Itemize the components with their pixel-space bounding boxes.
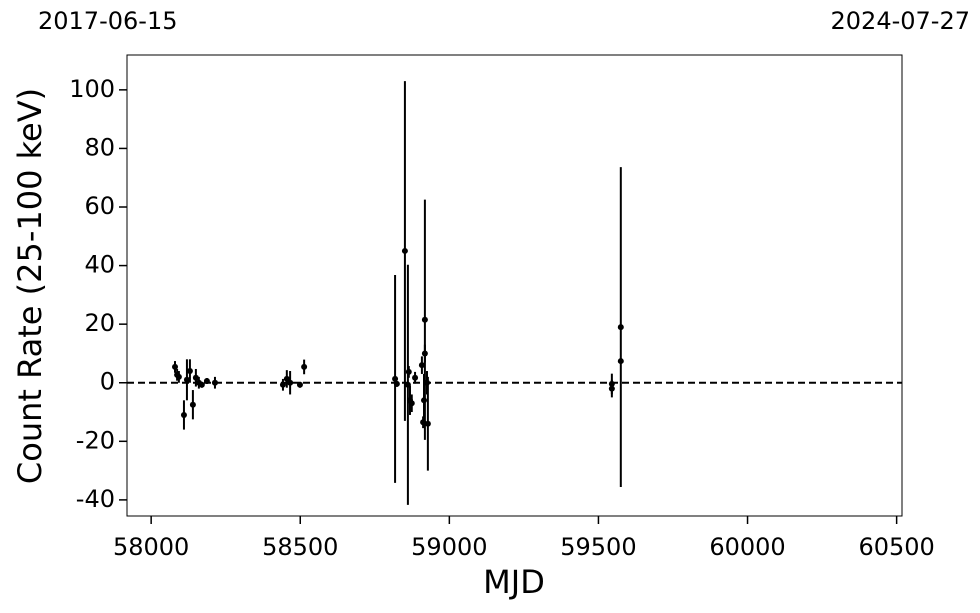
data-point xyxy=(418,362,425,369)
data-point xyxy=(175,373,182,380)
y-tick-label: 100 xyxy=(69,75,115,103)
data-point xyxy=(301,363,308,370)
y-tick-label: 80 xyxy=(84,133,115,161)
data-point xyxy=(617,324,624,331)
data-point xyxy=(424,420,431,427)
data-point xyxy=(608,385,615,392)
data-point xyxy=(401,247,408,254)
y-tick-label: 0 xyxy=(100,368,115,396)
x-tick-label: 60000 xyxy=(709,533,785,561)
y-tick-label: 20 xyxy=(84,309,115,337)
data-point xyxy=(203,377,210,384)
x-tick-label: 59500 xyxy=(560,533,636,561)
x-tick-label: 58000 xyxy=(113,533,189,561)
top-right-label: 2024-07-27 xyxy=(831,7,970,35)
data-point xyxy=(412,374,419,381)
data-point xyxy=(392,375,399,382)
data-point xyxy=(189,401,196,408)
data-point xyxy=(287,379,294,386)
y-tick-label: 40 xyxy=(84,251,115,279)
data-point xyxy=(296,381,303,388)
y-tick-label: 60 xyxy=(84,192,115,220)
y-tick-label: -40 xyxy=(76,485,115,513)
data-point xyxy=(198,381,205,388)
data-point xyxy=(192,374,199,381)
data-point xyxy=(408,400,415,407)
x-tick-label: 58500 xyxy=(262,533,338,561)
data-point xyxy=(180,411,187,418)
data-point xyxy=(186,368,193,375)
data-point xyxy=(183,376,190,383)
x-tick-label: 60500 xyxy=(858,533,934,561)
data-point xyxy=(172,363,179,370)
data-point xyxy=(393,380,400,387)
y-tick-label: -20 xyxy=(76,426,115,454)
x-tick-label: 59000 xyxy=(411,533,487,561)
data-point xyxy=(211,379,218,386)
data-point xyxy=(405,368,412,375)
data-point xyxy=(421,316,428,323)
x-axis-label: MJD xyxy=(483,563,545,601)
plot-frame xyxy=(126,54,903,517)
data-point xyxy=(279,381,286,388)
y-axis-label: Count Rate (25-100 keV) xyxy=(11,88,49,484)
top-left-label: 2017-06-15 xyxy=(38,7,177,35)
